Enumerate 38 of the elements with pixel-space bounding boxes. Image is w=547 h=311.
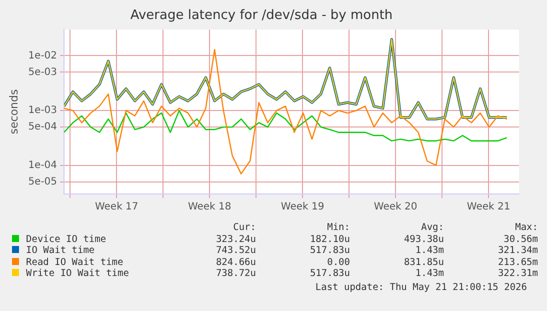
y-axis-title: seconds [7, 89, 20, 134]
y-tick-label: 1e-04 [28, 160, 58, 171]
y-tick-label: 1e-03 [28, 105, 58, 116]
text: Last update: Thu May 21 21:00:15 2026 [315, 282, 527, 293]
text: 824.66u [214, 256, 256, 268]
y-tick-label: 5e-04 [28, 122, 58, 133]
text: 517.83u [308, 268, 350, 280]
legend-label: Write IO Wait time [25, 268, 130, 280]
text: 30.56m [502, 234, 538, 246]
x-tick-label: Week 17 [94, 202, 138, 213]
text: Min: [326, 222, 350, 234]
legend-label: Device IO time [25, 234, 108, 246]
text: Max: [514, 222, 538, 234]
x-tick-label: Week 19 [280, 202, 324, 213]
text: 1.43m [414, 268, 444, 280]
text: 1.43m [414, 245, 444, 257]
text: 743.52u [214, 245, 256, 257]
text: 213.65m [496, 256, 538, 268]
text: 0.00 [326, 256, 350, 268]
y-tick-label: 1e-02 [28, 50, 58, 62]
y-tick-label: 5e-05 [28, 176, 58, 188]
text: 182.10u [308, 234, 350, 246]
text: 322.31m [496, 268, 538, 280]
legend-label: IO Wait time [25, 245, 96, 257]
x-tick-label: Week 21 [466, 202, 510, 213]
y-tick-label: 5e-03 [28, 66, 58, 78]
x-tick-label: Week 20 [374, 202, 418, 213]
text: 321.34m [496, 245, 538, 257]
text: 493.38u [402, 234, 444, 246]
chart-title: Average latency for /dev/sda - by month [130, 8, 393, 24]
text: Cur: [232, 222, 256, 234]
text: 517.83u [308, 245, 350, 257]
text: 831.85u [402, 256, 444, 268]
legend-label: Read IO Wait time [25, 256, 124, 268]
text: Avg: [420, 222, 444, 234]
text: 738.72u [214, 268, 256, 280]
x-tick-label: Week 18 [188, 202, 232, 213]
text: 323.24u [214, 234, 256, 246]
